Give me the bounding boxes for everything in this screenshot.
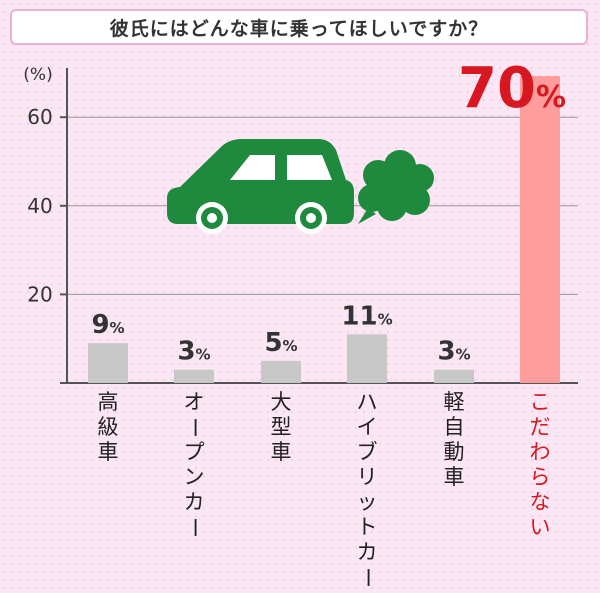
category-label-3: ハイブリットカー [355,390,380,588]
value-label-2: 5% [264,328,297,358]
value-unit-0: % [110,319,125,337]
value-unit-1: % [196,346,211,364]
value-number-5: 70 [458,56,536,121]
y-tick-labels: 20 40 60 [27,105,52,306]
value-labels: 9%3% 5%11%3%70% [91,56,566,367]
bar-0 [88,343,128,383]
category-label-5: こだわらない [529,390,551,539]
bars [88,76,560,383]
value-number-3: 11 [341,301,377,331]
value-unit-2: % [283,337,298,355]
value-label-1: 3% [177,337,210,367]
y-axis-label: (%) [23,65,52,85]
value-label-5: 70% [458,56,566,121]
y-tick-label-20: 20 [27,282,52,306]
category-label-0: 高級車 [97,390,119,464]
value-number-0: 9 [91,310,109,340]
bar-5 [520,76,560,383]
value-label-3: 11% [341,301,392,331]
value-number-4: 3 [437,337,455,367]
bar-4 [434,369,474,383]
value-unit-3: % [378,310,393,328]
y-tick-label-40: 40 [27,194,52,218]
value-label-4: 3% [437,337,470,367]
value-label-0: 9% [91,310,124,340]
bar-1 [174,369,214,383]
bar-3 [347,334,387,383]
category-label-4: 軽自動車 [443,390,465,489]
y-tick-label-60: 60 [27,105,52,129]
value-unit-4: % [456,346,471,364]
value-number-2: 5 [264,328,282,358]
value-unit-5: % [536,80,566,115]
chart-title: 彼氏にはどんな車に乗ってほしいですか？ [10,9,588,45]
bar-2 [261,360,301,383]
value-number-1: 3 [177,337,195,367]
car-with-exhaust-cloud-icon [167,139,434,234]
category-label-2: 大型車 [270,390,292,464]
category-label-1: オープンカー [182,390,207,538]
